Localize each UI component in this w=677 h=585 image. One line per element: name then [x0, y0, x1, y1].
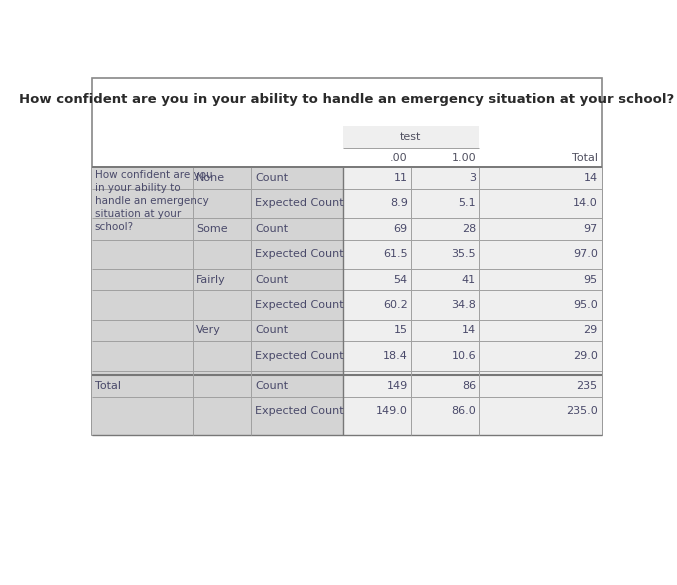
Text: 86.0: 86.0 — [452, 407, 476, 417]
Text: 54: 54 — [393, 274, 408, 285]
Text: 60.2: 60.2 — [383, 300, 408, 310]
Text: Some: Some — [196, 224, 228, 234]
Text: 235.0: 235.0 — [566, 407, 598, 417]
Text: 95: 95 — [584, 274, 598, 285]
Text: 3: 3 — [469, 173, 476, 183]
Text: 29: 29 — [584, 325, 598, 335]
Text: Count: Count — [255, 381, 288, 391]
Text: Total: Total — [571, 153, 598, 163]
Text: Count: Count — [255, 274, 288, 285]
Text: 149: 149 — [387, 381, 408, 391]
Text: 41: 41 — [462, 274, 476, 285]
Bar — [343, 126, 479, 148]
Text: 61.5: 61.5 — [383, 249, 408, 259]
Text: Total: Total — [95, 381, 121, 391]
Text: How confident are you in your ability to handle an emergency situation at your s: How confident are you in your ability to… — [20, 92, 674, 105]
Text: 95.0: 95.0 — [573, 300, 598, 310]
Text: Expected Count: Expected Count — [255, 198, 344, 208]
Text: Count: Count — [255, 224, 288, 234]
Bar — [343, 167, 602, 435]
Text: Fairly: Fairly — [196, 274, 226, 285]
Text: 69: 69 — [393, 224, 408, 234]
Text: Expected Count: Expected Count — [255, 407, 344, 417]
Text: 235: 235 — [577, 381, 598, 391]
Text: .00: .00 — [390, 153, 408, 163]
Text: 14.0: 14.0 — [573, 198, 598, 208]
Text: 97.0: 97.0 — [573, 249, 598, 259]
Text: test: test — [400, 132, 422, 142]
Text: 8.9: 8.9 — [390, 198, 408, 208]
Bar — [92, 78, 602, 435]
Text: 149.0: 149.0 — [376, 407, 408, 417]
Text: 34.8: 34.8 — [451, 300, 476, 310]
Text: 5.1: 5.1 — [458, 198, 476, 208]
Text: 1.00: 1.00 — [452, 153, 476, 163]
Text: 28: 28 — [462, 224, 476, 234]
Text: 29.0: 29.0 — [573, 351, 598, 361]
Text: Expected Count: Expected Count — [255, 249, 344, 259]
Text: Very: Very — [196, 325, 221, 335]
Bar — [92, 167, 343, 435]
Text: 97: 97 — [584, 224, 598, 234]
Text: Count: Count — [255, 325, 288, 335]
Text: 11: 11 — [394, 173, 408, 183]
Text: Expected Count: Expected Count — [255, 351, 344, 361]
Text: 10.6: 10.6 — [452, 351, 476, 361]
Text: 14: 14 — [584, 173, 598, 183]
Text: None: None — [196, 173, 225, 183]
Text: 14: 14 — [462, 325, 476, 335]
Text: Expected Count: Expected Count — [255, 300, 344, 310]
Text: 35.5: 35.5 — [452, 249, 476, 259]
Text: How confident are you
in your ability to
handle an emergency
situation at your
s: How confident are you in your ability to… — [95, 170, 213, 232]
Text: 86: 86 — [462, 381, 476, 391]
Text: Count: Count — [255, 173, 288, 183]
Text: 15: 15 — [394, 325, 408, 335]
Text: 18.4: 18.4 — [383, 351, 408, 361]
